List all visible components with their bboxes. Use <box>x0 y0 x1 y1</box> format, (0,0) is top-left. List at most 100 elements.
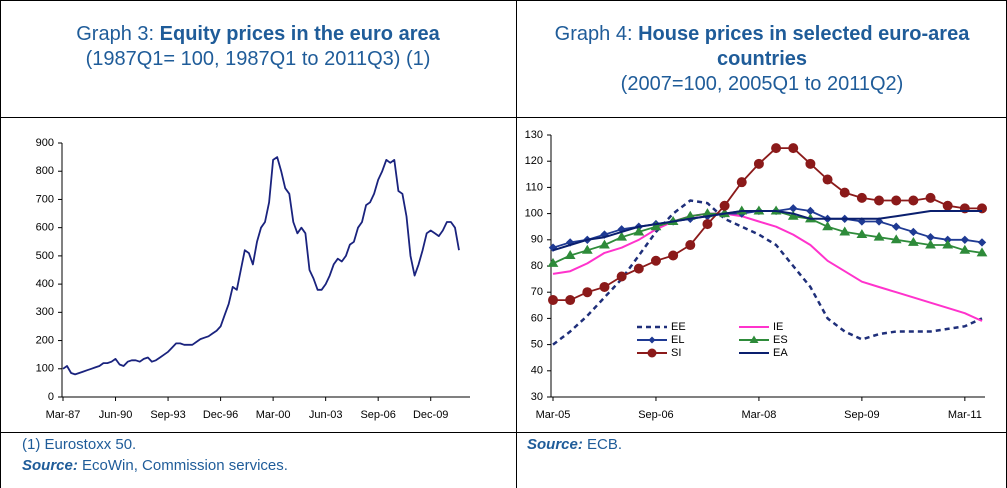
point <box>599 281 610 292</box>
point <box>702 219 713 230</box>
x-tick-label: Dec-09 <box>413 409 448 421</box>
x-tick-label: Mar-00 <box>256 409 291 421</box>
y-tick-label: 50 <box>531 339 543 351</box>
chart-title: Equity prices in the euro area <box>159 23 440 45</box>
point <box>581 244 593 254</box>
point <box>942 200 953 211</box>
legend-marker <box>749 335 759 343</box>
point <box>650 221 662 231</box>
point <box>909 227 918 237</box>
source: ECB. <box>587 436 623 453</box>
chart-subtitle: (2007=100, 2005Q1 to 2011Q2) <box>620 73 904 95</box>
divider <box>0 117 1007 118</box>
y-tick-label: 100 <box>36 363 54 375</box>
source-label: Source: <box>527 436 583 453</box>
chart: 0 100 200 300 400 500 600 700 800 900 Mar-87 Jun-90… <box>36 137 470 421</box>
point <box>874 195 885 206</box>
title-block: Graph 4: House prices in selected euro-a… <box>552 22 972 97</box>
y-tick-label: 90 <box>531 234 543 246</box>
title-block: Graph 3: Equity prices in the euro area … <box>10 22 506 72</box>
legend-label: EE <box>671 321 686 333</box>
point <box>822 221 833 231</box>
point <box>856 192 867 203</box>
point <box>650 255 661 266</box>
point <box>616 231 628 241</box>
x-tick-label: Mar-11 <box>948 409 982 421</box>
x-tick-label: Sep-09 <box>844 409 879 421</box>
point <box>839 187 850 198</box>
legend-marker <box>647 348 657 358</box>
point <box>547 257 559 267</box>
point <box>805 158 816 169</box>
y-tick-label: 120 <box>525 155 543 167</box>
data-line <box>552 210 982 252</box>
y-tick-label: 60 <box>531 312 543 324</box>
footnote: (1) Eurostoxx 50. <box>22 436 137 453</box>
y-tick-label: 130 <box>525 129 543 141</box>
point <box>891 195 902 206</box>
point <box>668 250 679 261</box>
graph-label: Graph 4: <box>554 23 633 45</box>
source: EcoWin, Commission services. <box>82 457 288 474</box>
divider <box>516 0 517 488</box>
x-tick-label: Dec-96 <box>203 409 238 421</box>
point <box>719 200 730 211</box>
y-tick-label: 600 <box>36 222 54 234</box>
x-tick-label: Mar-87 <box>46 409 81 421</box>
point <box>960 235 970 245</box>
point <box>976 247 988 257</box>
point <box>891 222 901 231</box>
source-line: Source: EcoWin, Commission services. <box>22 455 288 476</box>
legend-label: ES <box>773 334 788 346</box>
x-tick-label: Mar-08 <box>741 409 776 421</box>
y-tick-label: 30 <box>531 391 543 403</box>
point <box>633 263 644 274</box>
point <box>736 177 747 188</box>
graph-label: Graph 3: <box>76 23 155 45</box>
y-tick-label: 80 <box>531 260 543 272</box>
y-tick-label: 800 <box>36 165 54 177</box>
point <box>942 239 954 249</box>
point <box>633 226 645 236</box>
border <box>0 0 1 488</box>
point <box>977 238 987 247</box>
point <box>565 295 576 306</box>
footnotes: Source: ECB. <box>527 434 622 455</box>
y-tick-label: 900 <box>36 137 54 149</box>
point <box>616 271 627 282</box>
x-tick-label: Sep-93 <box>150 409 185 421</box>
point <box>771 143 782 154</box>
y-tick-label: 200 <box>36 334 54 346</box>
y-tick-label: 400 <box>36 278 54 290</box>
point <box>839 226 851 236</box>
source-label: Source: <box>22 457 78 474</box>
point <box>907 236 919 246</box>
y-tick-label: 0 <box>48 391 54 403</box>
point <box>753 158 764 169</box>
point <box>822 174 833 185</box>
y-tick-label: 70 <box>531 286 543 298</box>
y-tick-label: 40 <box>531 365 543 377</box>
data-line <box>552 207 983 249</box>
y-tick-label: 110 <box>525 181 543 193</box>
point <box>908 195 919 206</box>
x-tick-label: Mar-05 <box>536 409 571 421</box>
point <box>873 231 885 241</box>
border <box>0 0 1007 1</box>
legend-label: IE <box>773 321 783 333</box>
point <box>788 143 799 154</box>
footnotes: (1) Eurostoxx 50. Source: EcoWin, Commis… <box>22 434 288 476</box>
y-tick-label: 500 <box>36 250 54 262</box>
point <box>787 210 799 220</box>
x-tick-label: Jun-90 <box>99 409 133 421</box>
y-tick-label: 700 <box>36 193 54 205</box>
legend-label: EA <box>773 347 788 359</box>
point <box>925 192 936 203</box>
data-line <box>552 199 983 346</box>
divider <box>0 432 1007 433</box>
legend-label: EL <box>671 334 684 346</box>
chart-title: House prices in selected euro-area count… <box>638 23 970 70</box>
point <box>959 244 971 254</box>
chart-subtitle: (1987Q1= 100, 1987Q1 to 2011Q3) (1) <box>85 48 431 70</box>
